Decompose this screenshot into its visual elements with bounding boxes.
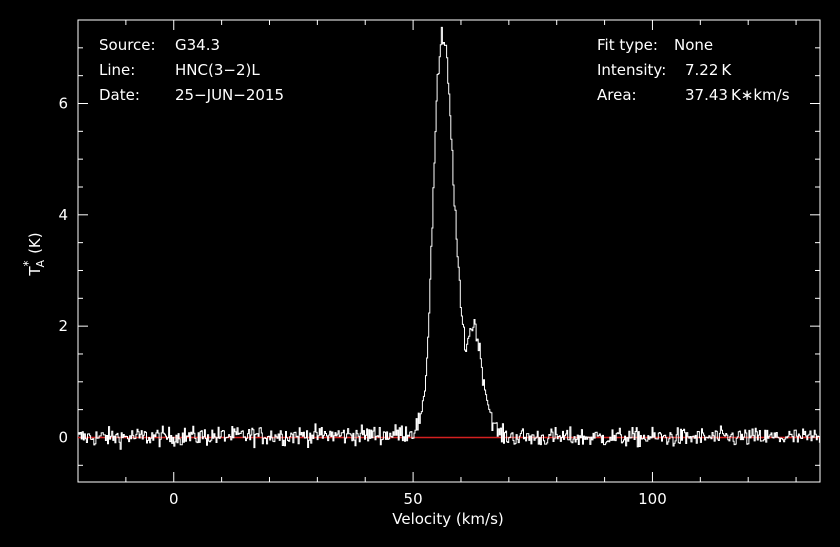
x-axis-label: Velocity (km/s) [392, 510, 503, 528]
spectrum-line [78, 26, 820, 450]
info-source-value: G34.3 [175, 36, 220, 54]
x-tick-label: 0 [169, 490, 179, 508]
spectrum-group [78, 26, 820, 450]
info-intensity-value: 7.22 K [685, 61, 732, 79]
info-left: Source: G34.3 Line: HNC(3−2)L Date: 25−J… [99, 36, 284, 104]
axis-tick-labels: 0 50 100 0 2 4 6 [58, 94, 666, 508]
info-date-value: 25−JUN−2015 [175, 86, 284, 104]
info-fit-type-value: None [674, 36, 713, 54]
y-axis-label: T*A (K) [21, 232, 47, 276]
x-tick-label: 100 [638, 490, 667, 508]
x-tick-label: 50 [404, 490, 423, 508]
info-area-value: 37.43 K∗km/s [685, 86, 790, 104]
y-axis-label-sup: * [21, 260, 35, 266]
info-line-value: HNC(3−2)L [175, 61, 260, 79]
info-source-label: Source: [99, 36, 156, 54]
info-intensity-label: Intensity: [597, 61, 666, 79]
y-tick-label: 0 [58, 428, 68, 446]
info-right: Fit type: None Intensity: 7.22 K Area: 3… [597, 36, 790, 104]
y-tick-label: 2 [58, 317, 68, 335]
y-axis-label-sub: A [34, 259, 47, 267]
info-date-label: Date: [99, 86, 140, 104]
plot-border [77, 19, 821, 483]
y-tick-label: 6 [58, 94, 68, 112]
info-area-label: Area: [597, 86, 637, 104]
y-axis-label-base: T [26, 266, 44, 277]
plot-frame [77, 19, 821, 483]
y-tick-label: 4 [58, 206, 68, 224]
y-axis-label-unit: (K) [26, 232, 44, 254]
axis-ticks [77, 19, 820, 482]
info-fit-type-label: Fit type: [597, 36, 658, 54]
info-line-label: Line: [99, 61, 135, 79]
